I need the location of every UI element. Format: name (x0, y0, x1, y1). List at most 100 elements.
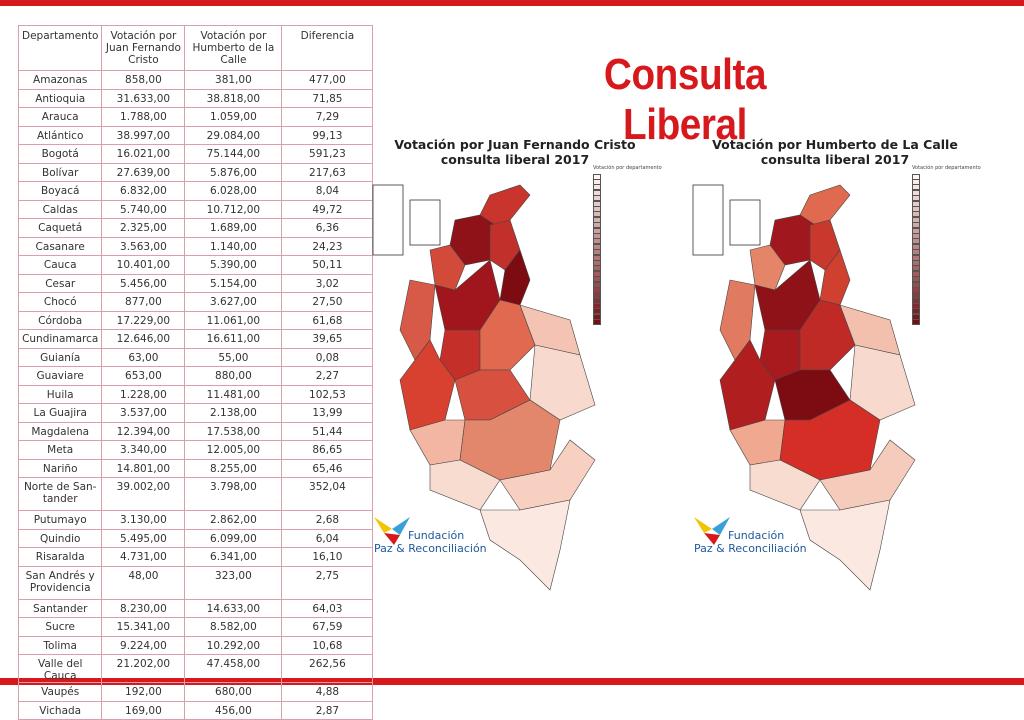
cell-calle: 55,00 (184, 347, 283, 367)
cell-cristo: 14.801,00 (101, 458, 186, 478)
cell-calle: 11.481,00 (184, 384, 283, 404)
table-row: Quindio 5.495,00 6.099,00 6,04 (17, 528, 374, 548)
cell-calle: 10.292,00 (184, 635, 283, 655)
cell-diferencia: 0,08 (281, 347, 374, 367)
department-region (799, 499, 891, 591)
cell-cristo: 5.740,00 (101, 199, 186, 219)
map-title-cristo: Votación por Juan Fernando Cristo consul… (380, 137, 650, 167)
cell-calle: 17.538,00 (184, 421, 283, 441)
table-row: Norte de San-tander 39.002,00 3.798,00 352,… (17, 477, 374, 511)
cell-diferencia: 49,72 (281, 199, 374, 219)
table-row: Caldas 5.740,00 10.712,00 49,72 (17, 199, 374, 219)
cell-diferencia: 352,04 (281, 477, 374, 511)
cell-departamento: Cundinamarca (17, 329, 103, 349)
cell-departamento: La Guajira (17, 403, 103, 423)
bird-logo-icon (374, 517, 410, 545)
cell-diferencia: 6,04 (281, 528, 374, 548)
cell-calle: 38.818,00 (184, 88, 283, 108)
cell-departamento: Bolívar (17, 162, 103, 182)
cell-departamento: Bogotá (17, 144, 103, 164)
cell-diferencia: 8,04 (281, 181, 374, 201)
table-row: Guianía 63,00 55,00 0,08 (17, 347, 374, 367)
department-region (529, 344, 596, 421)
cell-diferencia: 61,68 (281, 310, 374, 330)
cell-calle: 3.627,00 (184, 292, 283, 312)
cell-diferencia: 39,65 (281, 329, 374, 349)
cell-cristo: 8.230,00 (101, 598, 186, 618)
cell-departamento: Vaupés (17, 682, 103, 702)
cell-departamento: Tolima (17, 635, 103, 655)
cell-diferencia: 13,99 (281, 403, 374, 423)
table-row: Santander 8.230,00 14.633,00 64,03 (17, 598, 374, 618)
cell-diferencia: 7,29 (281, 107, 374, 127)
cell-calle: 29.084,00 (184, 125, 283, 145)
table-row: La Guajira 3.537,00 2.138,00 13,99 (17, 403, 374, 423)
department-region (479, 184, 531, 226)
cell-cristo: 877,00 (101, 292, 186, 312)
map-title-line1: Votación por Humberto de La Calle (712, 137, 958, 152)
logo-fundacion-paz: Fundación Paz & Reconciliación (372, 515, 502, 565)
bottom-border (0, 678, 1024, 685)
table-row: Sucre 15.341,00 8.582,00 67,59 (17, 617, 374, 637)
cell-calle: 680,00 (184, 682, 283, 702)
map-title-line2: consulta liberal 2017 (440, 152, 590, 167)
bird-logo-icon (694, 517, 730, 545)
cell-diferencia: 2,75 (281, 565, 374, 600)
cell-diferencia: 477,00 (281, 70, 374, 90)
cell-cristo: 48,00 (101, 565, 186, 600)
cell-calle: 8.582,00 (184, 617, 283, 637)
table-row: Nariño 14.801,00 8.255,00 65,46 (17, 458, 374, 478)
cell-calle: 381,00 (184, 70, 283, 90)
table-row: Cundinamarca 12.646,00 16.611,00 39,65 (17, 329, 374, 349)
cell-cristo: 5.456,00 (101, 273, 186, 293)
map-legend-calle: Votación por departamento (912, 165, 981, 326)
cell-calle: 14.633,00 (184, 598, 283, 618)
cell-calle: 1.140,00 (184, 236, 283, 256)
cell-cristo: 12.646,00 (101, 329, 186, 349)
table-row: Boyacá 6.832,00 6.028,00 8,04 (17, 181, 374, 201)
page-title: Consulta Liberal (603, 50, 767, 149)
legend-title: Votación por departamento (593, 165, 662, 171)
cell-departamento: Nariño (17, 458, 103, 478)
table-row: Casanare 3.563,00 1.140,00 24,23 (17, 236, 374, 256)
cell-departamento: Amazonas (17, 70, 103, 90)
inset-box (692, 184, 724, 256)
cell-diferencia: 3,02 (281, 273, 374, 293)
cell-calle: 11.061,00 (184, 310, 283, 330)
cell-cristo: 858,00 (101, 70, 186, 90)
table-row: Huila 1.228,00 11.481,00 102,53 (17, 384, 374, 404)
cell-diferencia: 102,53 (281, 384, 374, 404)
table-row: Putumayo 3.130,00 2.862,00 2,68 (17, 510, 374, 530)
cell-cristo: 1.788,00 (101, 107, 186, 127)
cell-calle: 880,00 (184, 366, 283, 386)
cell-cristo: 3.563,00 (101, 236, 186, 256)
legend-swatch (912, 319, 981, 326)
cell-departamento: Norte de San-tander (17, 477, 103, 511)
cell-diferencia: 16,10 (281, 547, 374, 567)
cell-calle: 2.862,00 (184, 510, 283, 530)
table-row: Cesar 5.456,00 5.154,00 3,02 (17, 273, 374, 293)
cell-cristo: 12.394,00 (101, 421, 186, 441)
cell-diferencia: 71,85 (281, 88, 374, 108)
table-row: Antioquia 31.633,00 38.818,00 71,85 (17, 88, 374, 108)
cell-cristo: 16.021,00 (101, 144, 186, 164)
cell-diferencia: 65,46 (281, 458, 374, 478)
table-row: Arauca 1.788,00 1.059,00 7,29 (17, 107, 374, 127)
top-border (0, 0, 1024, 6)
table-row: Vichada 169,00 456,00 2,87 (17, 700, 374, 720)
table-row: Chocó 877,00 3.627,00 27,50 (17, 292, 374, 312)
cell-departamento: Guaviare (17, 366, 103, 386)
table-row: Vaupés 192,00 680,00 4,88 (17, 682, 374, 702)
table-row: San Andrés y Providencia 48,00 323,00 2,75 (17, 565, 374, 600)
cell-diferencia: 10,68 (281, 635, 374, 655)
cell-cristo: 2.325,00 (101, 218, 186, 238)
logo-line1: Fundación (728, 529, 785, 542)
cell-cristo: 10.401,00 (101, 255, 186, 275)
cell-departamento: Chocó (17, 292, 103, 312)
cell-departamento: Cesar (17, 273, 103, 293)
map-title-line2: consulta liberal 2017 (760, 152, 910, 167)
inset-box (409, 199, 441, 246)
department-region (429, 244, 466, 291)
map-cristo (372, 184, 596, 591)
cell-diferencia: 262,56 (281, 654, 374, 683)
